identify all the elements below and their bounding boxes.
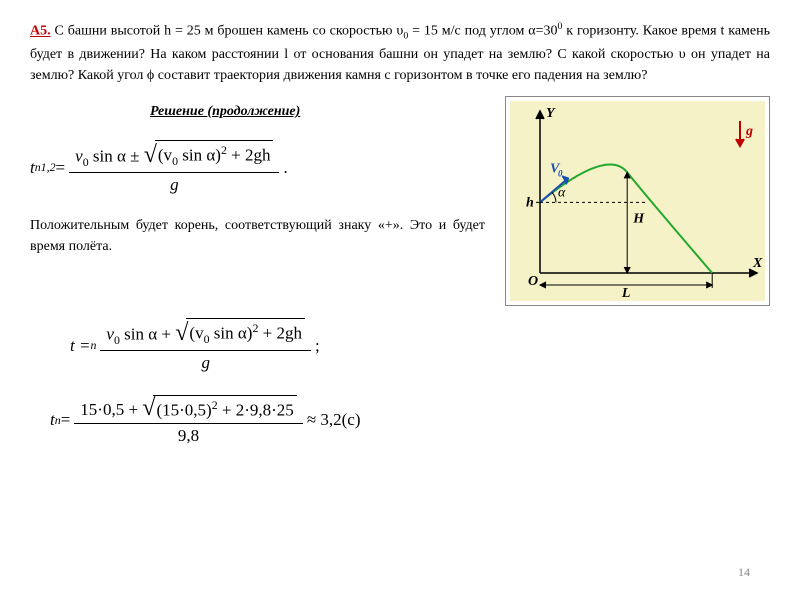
svg-text:X: X: [752, 256, 763, 271]
f2-den: g: [195, 351, 216, 375]
f3-s2: + 2·9,8·25: [218, 401, 294, 420]
solution-title: Решение (продолжение): [150, 104, 485, 120]
f3-n1: 15·0,5 +: [80, 400, 142, 419]
f2-sub: n: [90, 338, 96, 353]
svg-text:H: H: [632, 212, 645, 227]
svg-text:α: α: [558, 185, 566, 200]
svg-text:O: O: [528, 274, 538, 289]
formula-t12: tn1,2 = v0 sin α ± √ (v0 sin α)2 + 2gh g…: [30, 138, 485, 197]
f1-sub: n1,2: [35, 160, 56, 175]
svg-text:Y: Y: [546, 106, 556, 121]
f2-tail: ;: [315, 336, 320, 356]
f2-n2: sin α +: [120, 325, 175, 344]
f2-lhs: t =: [70, 336, 90, 356]
diagram-svg: YXOhαV0HLg: [510, 101, 765, 301]
svg-text:0: 0: [558, 168, 563, 178]
page-number: 14: [738, 565, 750, 580]
trajectory-diagram: YXOhαV0HLg: [510, 101, 765, 301]
f1-s2: sin α): [178, 146, 221, 165]
problem-label: А5.: [30, 24, 51, 39]
explain-text: Положительным будет корень, соответствую…: [30, 215, 485, 257]
f2-s2: sin α): [210, 324, 253, 343]
svg-text:g: g: [745, 124, 753, 139]
f2-s1: (v: [189, 324, 203, 343]
f2-s3: + 2gh: [258, 324, 302, 343]
f1-tail: .: [283, 158, 287, 178]
f1-n1: v: [75, 147, 83, 166]
problem-text-1: С башни высотой h = 25 м брошен камень с…: [55, 24, 404, 39]
svg-text:L: L: [621, 286, 631, 301]
formula-tn-numeric: tn = 15·0,5 + √ (15·0,5)2 + 2·9,8·25 9,8…: [50, 393, 770, 448]
f1-den: g: [164, 173, 185, 197]
f3-den: 9,8: [172, 424, 205, 448]
f2-n1: v: [106, 325, 114, 344]
f1-n2: sin α ±: [89, 147, 144, 166]
f3-s1: (15·0,5): [156, 401, 211, 420]
f1-s3: + 2gh: [227, 146, 271, 165]
svg-text:h: h: [526, 195, 534, 210]
diagram-wrapper: YXOhαV0HLg: [505, 96, 770, 306]
problem-statement: А5. С башни высотой h = 25 м брошен каме…: [30, 20, 770, 86]
problem-text-2: = 15 м/с под углом α=30: [408, 24, 557, 39]
formula-t: t = n v0 sin α + √ (v0 sin α)2 + 2gh g ;: [70, 316, 770, 375]
f3-result: ≈ 3,2(c): [307, 410, 361, 430]
f3-eq: =: [61, 410, 71, 430]
f1-s1: (v: [158, 146, 172, 165]
f1-eq: =: [56, 158, 66, 178]
